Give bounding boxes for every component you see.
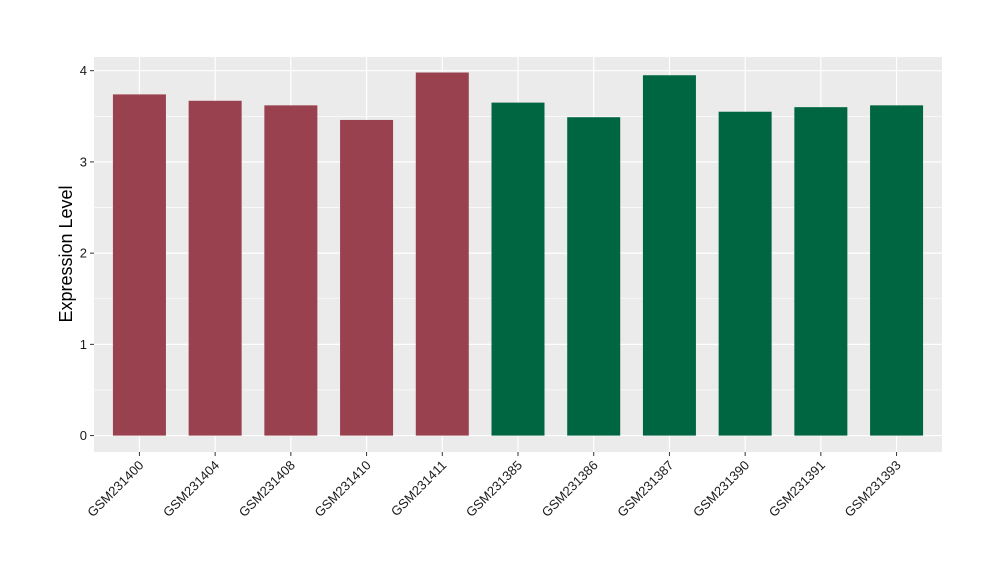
- bar-gsm231387: [642, 75, 696, 436]
- bar-gsm231410: [340, 119, 394, 436]
- x-tick-label: GSM231390: [690, 458, 752, 520]
- bars-group: [112, 72, 924, 436]
- y-tick-label: 4: [80, 63, 87, 78]
- bar-gsm231408: [264, 105, 318, 436]
- y-tick-label: 1: [80, 337, 87, 352]
- bar-gsm231386: [567, 117, 621, 436]
- x-tick-label: GSM231400: [84, 458, 146, 520]
- y-tick-label: 0: [80, 428, 87, 443]
- bar-gsm231390: [718, 111, 772, 436]
- x-tick-label: GSM231408: [236, 458, 298, 520]
- x-tick-label: GSM231410: [311, 458, 373, 520]
- x-tick-label: GSM231404: [160, 458, 222, 520]
- bar-gsm231404: [188, 100, 242, 436]
- y-tick-label: 2: [80, 246, 87, 261]
- x-tick-label: GSM231387: [614, 458, 676, 520]
- bar-gsm231400: [112, 94, 166, 436]
- bar-gsm231385: [491, 102, 545, 436]
- x-tick-label: GSM231411: [388, 458, 450, 520]
- y-axis: 0 1 2 3 4: [80, 63, 94, 443]
- x-tick-label: GSM231393: [841, 458, 903, 520]
- x-tick-label: GSM231385: [463, 458, 525, 520]
- x-axis: GSM231400 GSM231404 GSM231408 GSM231410 GSM2…: [84, 452, 904, 520]
- bar-gsm231411: [415, 72, 469, 436]
- bar-gsm231393: [870, 105, 924, 436]
- x-tick-label: GSM231391: [766, 458, 828, 520]
- y-tick-label: 3: [80, 154, 87, 169]
- x-tick-label: GSM231386: [539, 458, 601, 520]
- y-axis-title: Expression Level: [56, 185, 76, 322]
- bar-gsm231391: [794, 107, 848, 436]
